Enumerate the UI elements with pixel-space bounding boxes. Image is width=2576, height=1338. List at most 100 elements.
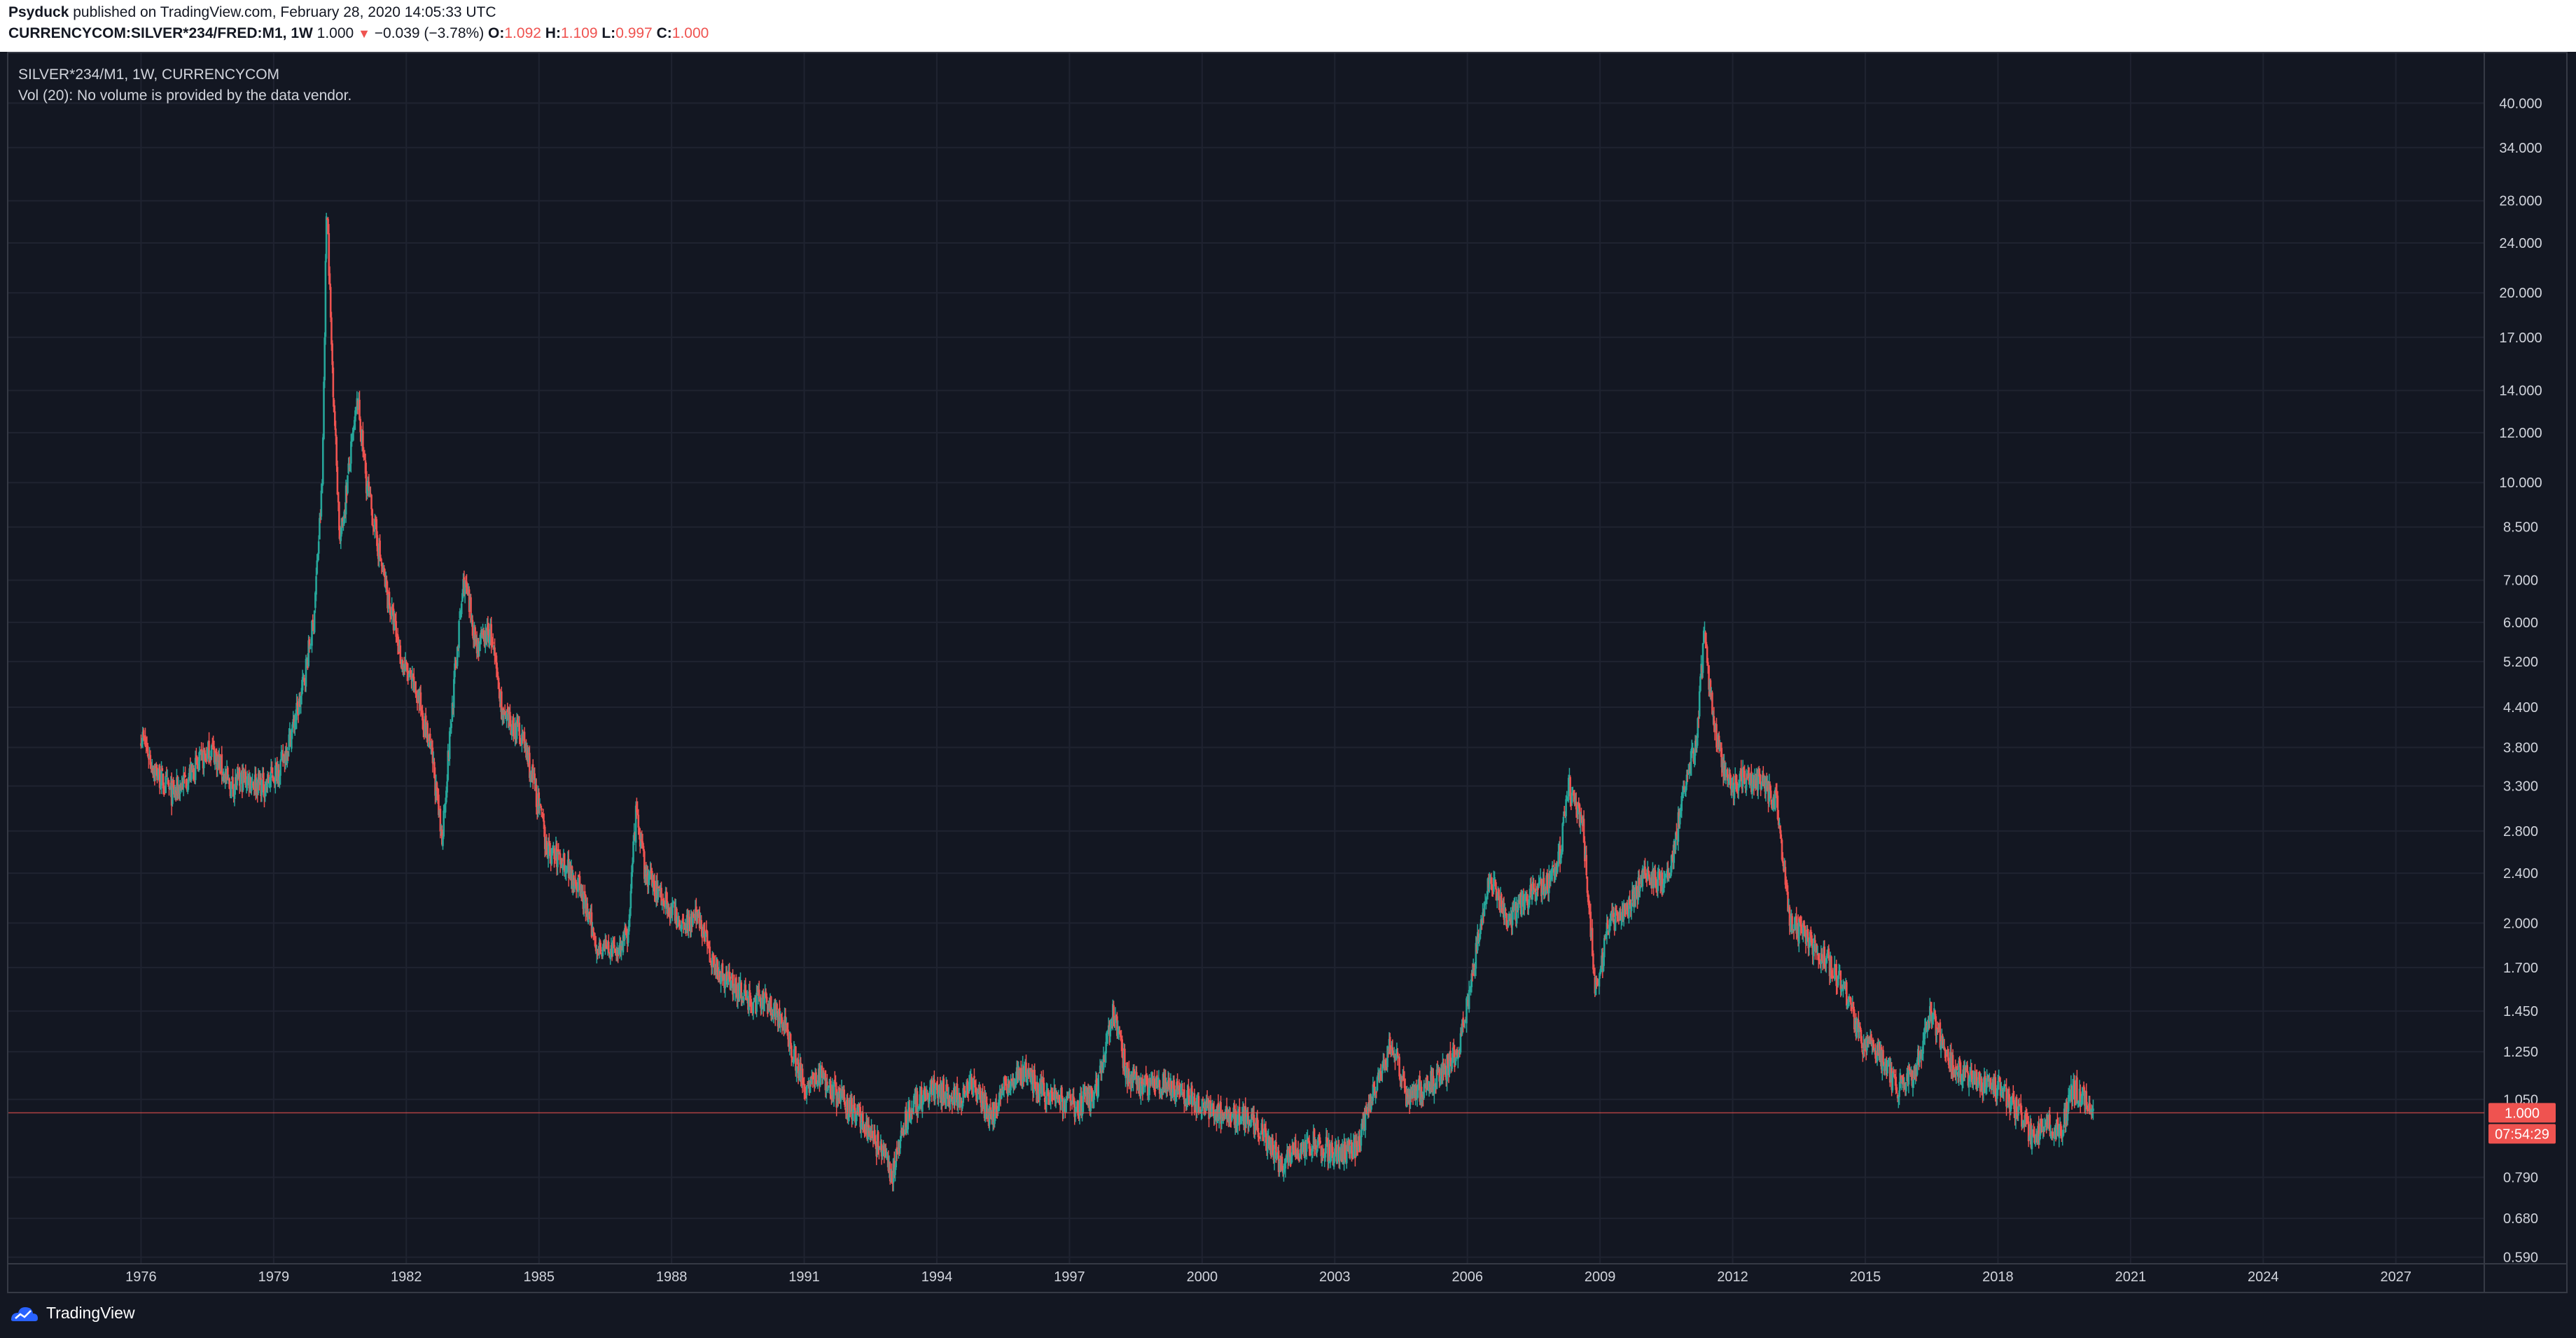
candle-body: [2061, 1134, 2063, 1136]
candle-body: [1297, 1159, 1300, 1161]
candle-body: [1808, 946, 1811, 947]
candle-body: [236, 773, 238, 786]
candle-body: [1835, 963, 1838, 987]
y-tick-label: 12.000: [2499, 426, 2542, 441]
candle-body: [920, 1087, 923, 1110]
candle-body: [756, 992, 758, 1012]
candle-body: [1486, 896, 1488, 899]
candles: [140, 212, 2094, 1192]
candle-body: [1124, 1048, 1126, 1076]
candle-body: [1488, 879, 1491, 890]
candle-body: [698, 912, 701, 928]
price-tag-box: [2488, 1103, 2556, 1123]
candle-body: [1757, 773, 1760, 790]
candle-body: [860, 1122, 863, 1129]
candle-body: [1212, 1106, 1214, 1109]
candle-body: [1008, 1081, 1010, 1088]
candle-body: [1895, 1076, 1898, 1090]
candle-body: [1525, 895, 1527, 896]
candle-body: [1972, 1079, 1975, 1083]
candle-body: [954, 1094, 957, 1103]
author-name[interactable]: Psyduck: [8, 4, 69, 20]
candle-body: [454, 663, 456, 678]
candle-body: [1669, 874, 1672, 878]
candle-body: [613, 945, 616, 947]
candle-body: [1599, 971, 1601, 976]
x-tick-label: 1976: [125, 1269, 157, 1285]
candle-body: [1799, 920, 1802, 927]
candle-body: [370, 494, 373, 510]
candle-body: [976, 1091, 979, 1100]
candle-body: [436, 789, 439, 795]
candle-body: [1102, 1055, 1105, 1070]
candle-body: [780, 1015, 783, 1017]
x-tick-label: 1994: [921, 1269, 953, 1285]
candle-body: [512, 718, 515, 737]
candle-body: [1785, 882, 1788, 892]
price-tag-value: 1.000: [2505, 1106, 2540, 1121]
tradingview-brand[interactable]: TradingView: [8, 1304, 135, 1323]
candle-body: [1805, 931, 1808, 942]
candle-body: [1654, 870, 1657, 879]
candle-body: [1653, 870, 1656, 888]
candle-body: [1686, 772, 1689, 774]
candle-body: [445, 790, 447, 802]
candle-body: [1935, 1029, 1938, 1035]
candle-body: [1942, 1036, 1944, 1047]
candle-body: [2051, 1131, 2054, 1136]
candle-body: [1857, 1019, 1860, 1033]
candle-body: [1038, 1084, 1041, 1100]
candle-body: [391, 606, 393, 617]
candle-body: [758, 989, 760, 998]
candle-body: [1609, 919, 1612, 924]
candle-body: [1295, 1140, 1297, 1154]
candle-body: [1575, 801, 1578, 810]
candle-body: [1781, 857, 1784, 863]
candle-body: [639, 831, 641, 847]
y-tick-label: 40.000: [2499, 96, 2542, 111]
candle-body: [969, 1078, 971, 1085]
candle-body: [877, 1131, 879, 1148]
candle-body: [1133, 1068, 1136, 1078]
candle-body: [1482, 912, 1484, 925]
candle-body: [1705, 641, 1708, 648]
candle-body: [1081, 1111, 1083, 1116]
candle-body: [2021, 1126, 2024, 1127]
candle-body: [949, 1098, 952, 1102]
candle-body: [379, 541, 381, 557]
candle-body: [1025, 1062, 1027, 1078]
candle-body: [1352, 1142, 1355, 1158]
candle-body: [1446, 1054, 1448, 1082]
candle-body: [962, 1088, 964, 1103]
chart-frame: [7, 52, 2568, 1293]
candle-body: [1168, 1078, 1170, 1087]
candle-body: [1461, 1019, 1463, 1034]
candle-body: [364, 460, 367, 474]
candle-body: [447, 751, 450, 781]
candle-body: [1658, 872, 1661, 878]
candle-body: [204, 750, 206, 755]
candle-body: [353, 419, 356, 429]
candle-body: [461, 593, 464, 602]
candle-body: [279, 776, 281, 781]
candle-body: [1452, 1046, 1455, 1050]
candle-body: [1196, 1095, 1198, 1113]
candle-body: [1217, 1103, 1220, 1117]
candle-body: [1923, 1027, 1926, 1039]
candle-body: [1715, 724, 1718, 748]
candle-body: [1661, 872, 1664, 895]
x-tick-label: 2012: [1717, 1269, 1748, 1285]
candle-body: [354, 410, 356, 422]
candle-body: [1043, 1097, 1046, 1102]
candle-body: [565, 869, 567, 872]
candle-body: [1539, 877, 1542, 879]
candle-body: [2013, 1100, 2015, 1110]
candle-body: [1680, 809, 1682, 816]
y-tick-label: 0.790: [2503, 1171, 2538, 1186]
candle-body: [1235, 1110, 1237, 1126]
candle-body: [900, 1130, 903, 1138]
high-value: 1.109: [560, 25, 598, 41]
candle-body: [894, 1166, 896, 1176]
candle-body: [1355, 1143, 1357, 1157]
